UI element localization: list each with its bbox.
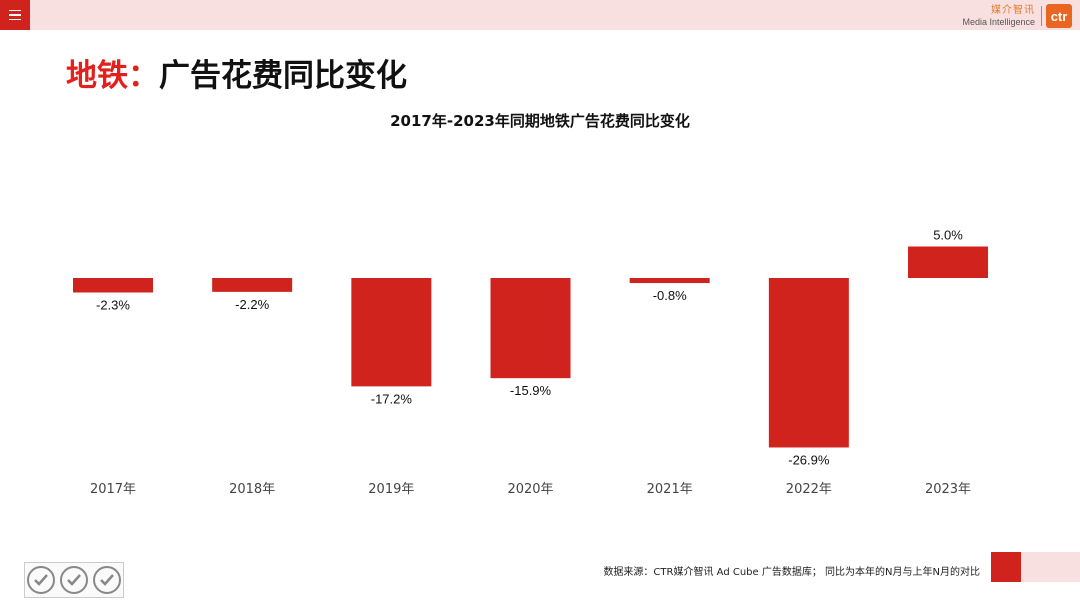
data-label-6: 5.0% (933, 228, 963, 243)
seal-icon (92, 566, 121, 594)
brand-separator (1041, 6, 1042, 26)
seal-icon (59, 566, 88, 594)
hamburger-icon-line (9, 14, 21, 16)
brand-text: 媒介智讯 Media Intelligence (962, 5, 1035, 28)
brand-logo-group: 媒介智讯 Media Intelligence ctr (962, 3, 1072, 29)
top-bar (0, 0, 1080, 30)
chart-title: 2017年-2023年同期地铁广告花费同比变化 (390, 112, 690, 130)
data-label-4: -0.8% (653, 288, 687, 303)
bar-4 (629, 278, 710, 284)
bar-5 (768, 278, 849, 448)
data-label-1: -2.2% (235, 297, 269, 312)
brand-cn: 媒介智讯 (991, 4, 1035, 16)
x-tick-label-3: 2020年 (507, 482, 553, 497)
hamburger-icon-line (9, 9, 21, 12)
bar-6 (908, 246, 989, 278)
certification-seals (24, 562, 124, 598)
data-label-0: -2.3% (96, 297, 130, 312)
source-note: 数据来源：CTR媒介智讯 Ad Cube 广告数据库； 同比为本年的N月与上年N… (603, 567, 980, 578)
bar-3 (490, 278, 571, 379)
x-tick-label-0: 2017年 (90, 482, 136, 497)
ctr-logo: ctr (1046, 4, 1072, 28)
data-label-3: -15.9% (510, 383, 552, 398)
x-tick-label-4: 2021年 (647, 482, 693, 497)
bar-0 (73, 278, 153, 293)
footer-light-block (1021, 552, 1080, 582)
x-tick-label-1: 2018年 (229, 482, 275, 497)
bar-1 (212, 278, 293, 292)
seal-icon (27, 566, 56, 594)
x-tick-label-5: 2022年 (786, 482, 832, 497)
x-tick-label-6: 2023年 (925, 482, 971, 497)
page-title: 地铁：广告花费同比变化 (66, 50, 407, 95)
footer-accent-block (991, 552, 1021, 582)
menu-button[interactable] (0, 0, 30, 30)
page-title-prefix: 地铁： (66, 58, 159, 94)
bar-2 (351, 278, 432, 387)
hamburger-icon-line (9, 18, 21, 21)
page-title-main: 广告花费同比变化 (159, 58, 407, 94)
data-label-5: -26.9% (788, 452, 830, 467)
data-label-2: -17.2% (371, 391, 413, 406)
brand-en: Media Intelligence (962, 16, 1035, 27)
x-tick-label-2: 2019年 (368, 482, 414, 497)
